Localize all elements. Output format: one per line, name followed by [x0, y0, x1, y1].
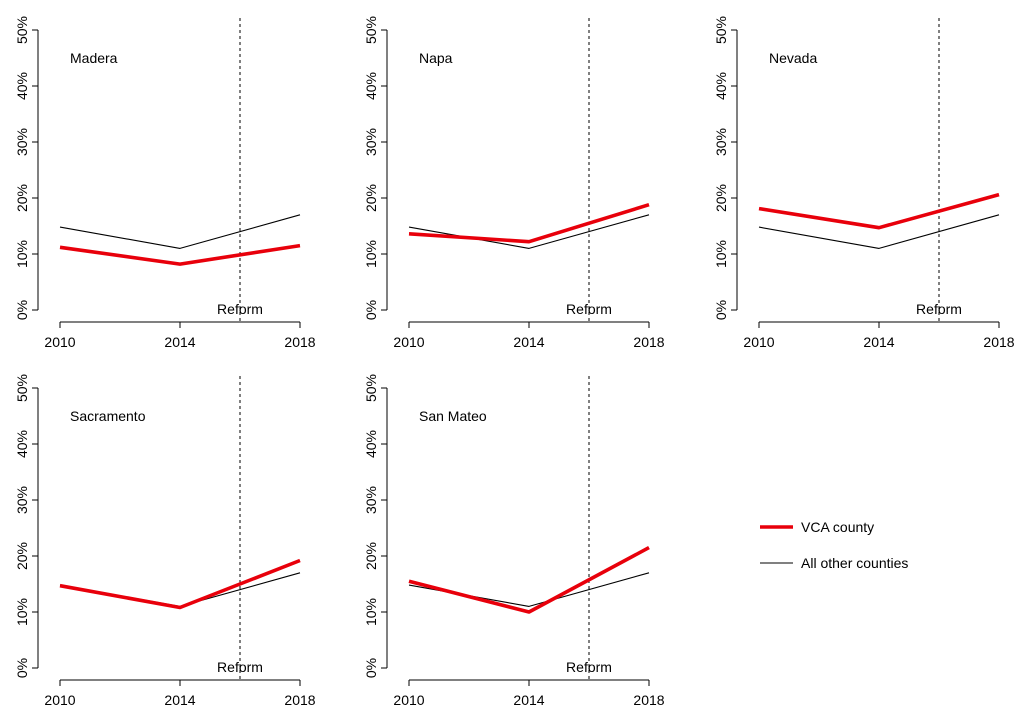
y-tick-label: 40% — [14, 430, 30, 458]
y-tick-label: 50% — [713, 16, 729, 44]
x-tick-label: 2014 — [513, 334, 544, 350]
x-tick-label: 2010 — [44, 334, 75, 350]
x-tick-label: 2014 — [164, 334, 195, 350]
panel-title: Madera — [70, 50, 118, 66]
y-tick-label: 50% — [14, 16, 30, 44]
panel: 0% 10% 20% 30% 40% 50% 2010 2014 2018 Reform Nevad… — [713, 16, 1015, 350]
y-tick-label: 10% — [14, 598, 30, 626]
y-tick-label: 20% — [713, 184, 729, 212]
y-tick-label: 30% — [363, 486, 379, 514]
y-tick-label: 20% — [14, 542, 30, 570]
y-tick-label: 10% — [363, 598, 379, 626]
legend-label: VCA county — [801, 519, 874, 535]
reform-label: Reform — [566, 301, 612, 317]
y-tick-label: 30% — [363, 128, 379, 156]
y-tick-label: 40% — [713, 72, 729, 100]
y-tick-label: 40% — [363, 72, 379, 100]
y-tick-label: 20% — [363, 542, 379, 570]
reform-label: Reform — [217, 301, 263, 317]
x-tick-label: 2018 — [633, 334, 664, 350]
reform-label: Reform — [566, 659, 612, 675]
y-tick-label: 50% — [14, 374, 30, 402]
x-tick-label: 2010 — [393, 334, 424, 350]
y-tick-label: 30% — [14, 128, 30, 156]
series-line-other — [59, 572, 301, 607]
y-tick-label: 20% — [363, 184, 379, 212]
x-tick-label: 2018 — [284, 334, 315, 350]
y-tick-label: 10% — [14, 240, 30, 268]
series-line-vca — [758, 192, 1000, 230]
panel: 0% 10% 20% 30% 40% 50% 2010 2014 2018 Reform Mader… — [14, 16, 316, 350]
reform-label: Reform — [217, 659, 263, 675]
series-line-other — [408, 214, 650, 249]
y-tick-label: 30% — [14, 486, 30, 514]
y-tick-label: 0% — [363, 658, 379, 678]
legend: VCA county All other counties — [760, 519, 908, 571]
y-tick-label: 0% — [14, 300, 30, 320]
series-line-vca — [408, 202, 650, 244]
y-tick-label: 0% — [713, 300, 729, 320]
y-tick-label: 0% — [363, 300, 379, 320]
series-line-vca — [59, 558, 301, 610]
y-tick-label: 50% — [363, 374, 379, 402]
panel-title: San Mateo — [419, 408, 487, 424]
series-line-vca — [408, 546, 650, 614]
legend-label: All other counties — [801, 555, 908, 571]
series-line-other — [758, 214, 1000, 249]
y-tick-label: 40% — [363, 430, 379, 458]
series-line-other — [59, 214, 301, 249]
series-line-vca — [59, 243, 301, 266]
panel: 0% 10% 20% 30% 40% 50% 2010 2014 2018 Reform Sacra… — [14, 374, 316, 708]
panel-title: Napa — [419, 50, 453, 66]
x-tick-label: 2014 — [863, 334, 894, 350]
y-tick-label: 10% — [713, 240, 729, 268]
x-tick-label: 2014 — [164, 692, 195, 708]
panel-title: Sacramento — [70, 408, 146, 424]
x-tick-label: 2018 — [633, 692, 664, 708]
y-tick-label: 20% — [14, 184, 30, 212]
y-tick-label: 50% — [363, 16, 379, 44]
x-tick-label: 2010 — [743, 334, 774, 350]
x-tick-label: 2010 — [393, 692, 424, 708]
panel-title: Nevada — [769, 50, 817, 66]
x-tick-label: 2010 — [44, 692, 75, 708]
y-tick-label: 40% — [14, 72, 30, 100]
x-tick-label: 2018 — [284, 692, 315, 708]
reform-label: Reform — [916, 301, 962, 317]
y-tick-label: 10% — [363, 240, 379, 268]
y-tick-label: 30% — [713, 128, 729, 156]
panel: 0% 10% 20% 30% 40% 50% 2010 2014 2018 Reform San M… — [363, 374, 665, 708]
x-tick-label: 2018 — [983, 334, 1014, 350]
x-tick-label: 2014 — [513, 692, 544, 708]
panel: 0% 10% 20% 30% 40% 50% 2010 2014 2018 Reform Napa — [363, 16, 665, 350]
y-tick-label: 0% — [14, 658, 30, 678]
